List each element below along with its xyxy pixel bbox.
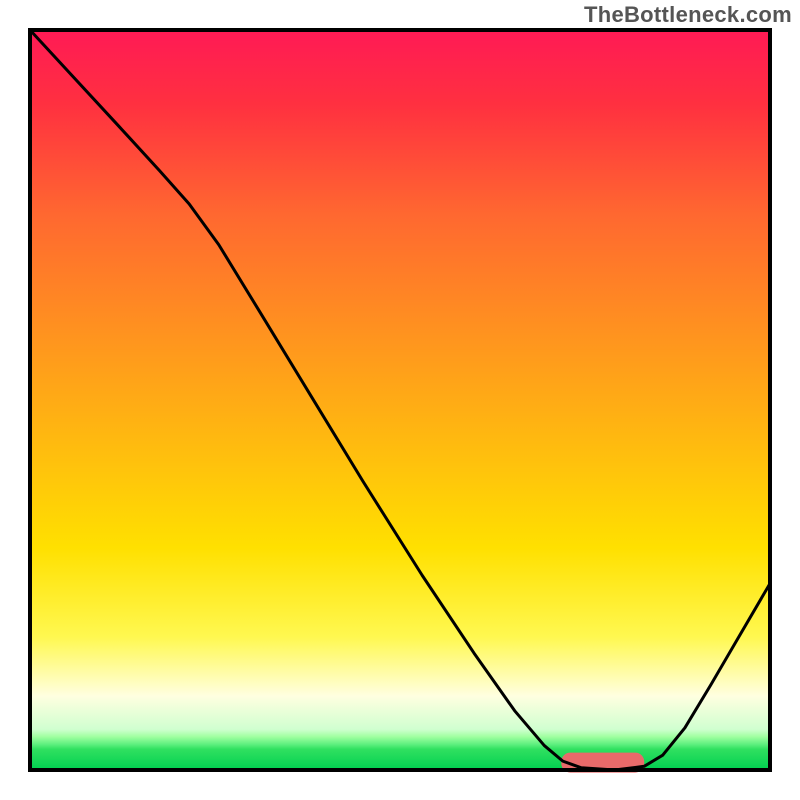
bottleneck-chart bbox=[0, 0, 800, 800]
plot-background bbox=[30, 30, 770, 770]
watermark-text: TheBottleneck.com bbox=[584, 2, 792, 28]
chart-container: TheBottleneck.com bbox=[0, 0, 800, 800]
